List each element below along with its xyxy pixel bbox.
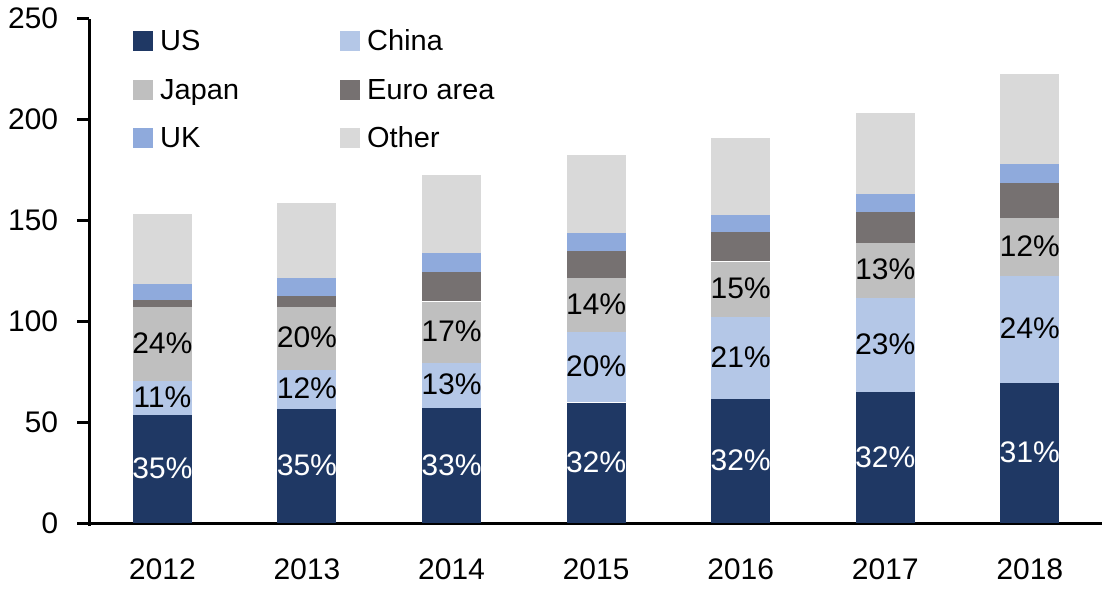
x-tick-label-2016: 2016 [707, 553, 774, 586]
segment-label-us-2014: 33% [421, 448, 482, 482]
y-tick-label: 100 [7, 304, 58, 338]
segment-china-2014 [421, 362, 481, 408]
y-tick-label: 0 [41, 506, 58, 540]
y-tick-label: 200 [7, 102, 58, 136]
segment-label-japan-2017: 13% [855, 253, 916, 287]
segment-label-china-2018: 24% [999, 312, 1060, 346]
segment-other-2017 [855, 112, 915, 194]
x-tick-label-2015: 2015 [562, 553, 630, 586]
segment-japan-2014 [421, 301, 481, 363]
segment-japan-2015 [566, 277, 626, 332]
y-tick-label: 250 [7, 1, 58, 35]
segment-uk-2015 [566, 232, 626, 251]
legend-swatch-japan [133, 80, 153, 100]
y-tick-label: 150 [7, 203, 58, 237]
segment-label-japan-2016: 15% [710, 272, 771, 306]
x-tick-label-2012: 2012 [128, 553, 196, 586]
segment-label-china-2016: 21% [710, 341, 771, 375]
y-axis-line [88, 18, 91, 526]
segment-label-china-2014: 13% [421, 368, 482, 402]
legend-label-us: US [160, 25, 201, 57]
legend-swatch-uk [133, 128, 153, 148]
legend-label-japan: Japan [160, 74, 240, 106]
segment-uk-2016 [711, 215, 771, 233]
segment-japan-2017 [855, 242, 915, 298]
segment-japan-2018 [1000, 218, 1060, 277]
y-tick [77, 17, 89, 20]
segment-uk-2012 [132, 284, 192, 301]
segment-euro-area-2013 [277, 296, 337, 307]
segment-label-us-2013: 35% [276, 449, 337, 483]
segment-japan-2016 [711, 261, 771, 318]
segment-us-2018 [1000, 382, 1060, 524]
segment-label-japan-2015: 14% [565, 287, 627, 321]
segment-china-2015 [566, 331, 626, 403]
legend-label-euro-area: Euro area [367, 74, 495, 106]
segment-us-2017 [855, 391, 915, 524]
segment-uk-2018 [1000, 163, 1060, 183]
segment-label-japan-2013: 20% [276, 321, 337, 355]
y-tick [77, 421, 89, 424]
y-tick-label: 50 [24, 405, 58, 439]
legend-label-other: Other [367, 122, 440, 154]
segment-china-2012 [132, 381, 192, 416]
legend-swatch-other [340, 128, 360, 148]
segment-label-china-2017: 23% [855, 327, 916, 361]
x-tick-label-2017: 2017 [851, 553, 919, 586]
x-axis-line [77, 522, 1102, 525]
segment-china-2013 [277, 369, 337, 409]
segment-uk-2013 [277, 278, 337, 297]
segment-us-2013 [277, 408, 337, 524]
segment-label-us-2018: 31% [999, 436, 1060, 469]
segment-label-china-2012: 11% [133, 381, 192, 415]
segment-us-2015 [566, 402, 626, 524]
legend-label-uk: UK [160, 122, 201, 154]
segment-other-2012 [132, 214, 192, 285]
segment-label-japan-2014: 17% [421, 315, 482, 348]
segment-euro-area-2016 [711, 232, 771, 262]
segment-japan-2013 [277, 306, 337, 370]
segment-china-2018 [1000, 276, 1060, 383]
legend-swatch-us [133, 31, 153, 51]
x-tick-label-2013: 2013 [273, 553, 341, 586]
segment-other-2014 [421, 175, 481, 254]
segment-label-us-2015: 32% [565, 446, 627, 479]
segment-us-2012 [132, 415, 192, 524]
segment-japan-2012 [132, 307, 192, 382]
segment-other-2015 [566, 154, 626, 233]
legend-label-china: China [367, 25, 443, 57]
segment-euro-area-2017 [855, 211, 915, 243]
y-tick [77, 219, 89, 222]
y-tick [77, 118, 89, 121]
segment-label-us-2012: 35% [132, 452, 193, 486]
segment-other-2013 [277, 202, 337, 279]
segment-label-japan-2012: 24% [132, 327, 193, 361]
legend-swatch-china [340, 31, 360, 51]
x-tick-label-2018: 2018 [996, 553, 1064, 586]
segment-us-2014 [421, 407, 481, 524]
segment-us-2016 [711, 399, 771, 524]
segment-euro-area-2012 [132, 300, 192, 308]
legend-swatch-euro-area [340, 80, 360, 100]
segment-other-2018 [1000, 74, 1060, 164]
segment-uk-2014 [421, 253, 481, 273]
y-tick [77, 320, 89, 323]
segment-label-china-2013: 12% [276, 372, 337, 406]
x-tick-label-2014: 2014 [418, 553, 485, 586]
segment-euro-area-2014 [421, 272, 481, 302]
segment-label-us-2017: 32% [855, 440, 916, 474]
segment-label-china-2015: 20% [565, 350, 627, 384]
segment-china-2017 [855, 297, 915, 392]
segment-other-2016 [711, 138, 771, 216]
segment-label-us-2016: 32% [710, 444, 771, 478]
segment-uk-2017 [855, 193, 915, 212]
segment-china-2016 [711, 317, 771, 400]
segment-label-japan-2018: 12% [999, 230, 1060, 264]
segment-euro-area-2018 [1000, 182, 1060, 219]
segment-euro-area-2015 [566, 250, 626, 278]
